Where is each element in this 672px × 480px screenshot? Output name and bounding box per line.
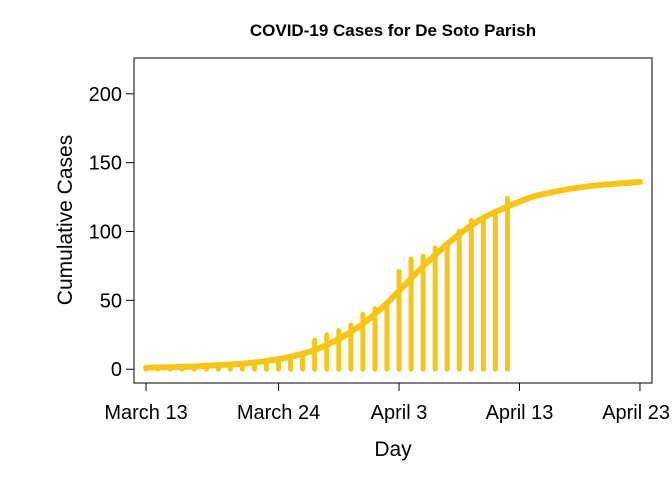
x-tick-label: March 24 — [237, 402, 320, 424]
y-tick-label: 50 — [100, 290, 122, 312]
y-tick-label: 200 — [89, 84, 122, 106]
x-tick-label: April 3 — [371, 402, 428, 424]
y-tick-label: 100 — [89, 222, 122, 244]
chart-title: COVID-19 Cases for De Soto Parish — [250, 21, 536, 40]
y-tick-label: 0 — [111, 359, 122, 381]
y-axis-title: Cumulative Cases — [54, 135, 77, 305]
x-tick-label: April 23 — [602, 402, 670, 424]
plot-frame — [133, 57, 653, 384]
x-tick-label: April 13 — [486, 402, 554, 424]
x-axis: March 13 March 24 April 3 April 13 April 23 — [104, 382, 670, 424]
y-tick-label: 150 — [89, 153, 122, 175]
fitted-curve — [143, 178, 643, 371]
x-axis-title: Day — [374, 438, 412, 461]
y-axis: 0 50 100 150 200 — [89, 84, 135, 381]
x-tick-label: March 13 — [104, 402, 187, 424]
